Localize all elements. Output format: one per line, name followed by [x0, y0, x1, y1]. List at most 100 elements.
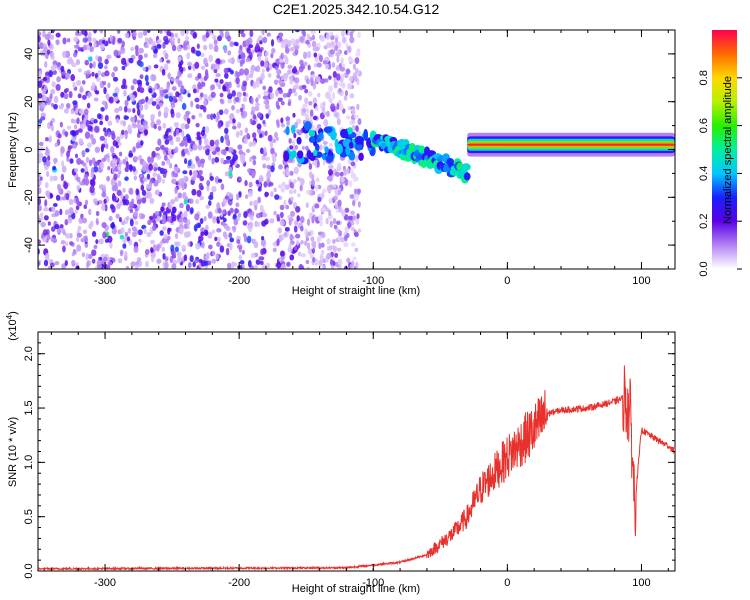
- heat-cell: [101, 191, 107, 198]
- heat-cell: [196, 131, 201, 137]
- x-tick-label: -100: [362, 275, 384, 287]
- heat-cell: [288, 137, 292, 144]
- heat-cell: [135, 142, 140, 149]
- heat-cell: [249, 200, 253, 206]
- heat-cell: [92, 157, 96, 164]
- heat-cell: [316, 124, 322, 129]
- heat-cell: [45, 146, 49, 153]
- heat-cell: [55, 83, 61, 91]
- heat-cell: [334, 37, 339, 44]
- heat-cell: [95, 210, 100, 217]
- heat-cell: [463, 172, 471, 181]
- heat-cell: [177, 63, 183, 69]
- heat-cell: [59, 224, 64, 229]
- heat-cell: [308, 129, 316, 138]
- heat-cell: [304, 240, 308, 246]
- heat-cell: [38, 93, 43, 99]
- heat-cell: [38, 187, 42, 195]
- heat-cell: [96, 160, 100, 166]
- heat-cell: [124, 99, 129, 107]
- heat-cell: [195, 242, 201, 250]
- heat-cell: [138, 61, 144, 68]
- heat-cell: [194, 259, 200, 264]
- heat-cell: [335, 220, 341, 225]
- heat-cell: [123, 105, 128, 113]
- heat-cell: [72, 52, 78, 58]
- heat-cell: [89, 178, 94, 186]
- heat-cell: [99, 43, 105, 51]
- heat-cell: [248, 221, 254, 229]
- heat-cell: [210, 84, 216, 91]
- heat-cell: [38, 157, 42, 164]
- heat-cell: [348, 151, 356, 161]
- heat-cell: [334, 252, 339, 258]
- heat-cell: [340, 128, 349, 139]
- heat-cell: [235, 76, 240, 85]
- heat-cell: [320, 206, 326, 213]
- heat-cell: [290, 210, 295, 218]
- heat-cell: [313, 63, 318, 68]
- heat-cell: [235, 130, 240, 138]
- heat-cell: [206, 114, 211, 120]
- x-tick-label: 0: [504, 275, 510, 287]
- heat-cell: [111, 71, 115, 78]
- heat-cell: [133, 210, 139, 217]
- heat-cell: [63, 93, 69, 100]
- heat-cell: [183, 223, 188, 230]
- heat-cell: [355, 67, 359, 74]
- heat-cell: [265, 171, 272, 180]
- heat-cell: [259, 256, 265, 261]
- heat-cell: [180, 140, 186, 145]
- heat-cell: [328, 75, 332, 80]
- heat-cell: [122, 199, 127, 206]
- heat-cell: [140, 98, 146, 105]
- heat-cell: [333, 112, 338, 118]
- y-tick-label: 0: [23, 146, 35, 152]
- heat-cell: [320, 242, 325, 248]
- colorbar-tick-label: 0.0: [698, 261, 710, 276]
- heat-cell: [248, 181, 253, 188]
- heat-cell: [81, 149, 86, 157]
- heat-cell: [197, 82, 202, 89]
- heat-cell: [318, 216, 322, 222]
- heat-cell: [42, 76, 48, 82]
- heat-cell: [104, 238, 109, 243]
- heat-cell: [145, 260, 149, 268]
- heat-cell: [192, 88, 197, 94]
- heat-cell: [68, 198, 74, 206]
- heat-cell: [249, 30, 254, 38]
- heat-cell: [118, 105, 123, 112]
- heat-cell: [242, 80, 248, 87]
- heat-cell: [196, 189, 202, 197]
- heat-cell: [151, 101, 157, 106]
- snr-y-axis: 0.0 0.5 1.0 1.5 2.0: [23, 331, 675, 579]
- heat-cell: [40, 103, 45, 108]
- heat-cell: [209, 139, 215, 147]
- heat-cell: [336, 162, 342, 171]
- heat-cell: [216, 59, 221, 65]
- heat-cell: [254, 105, 260, 112]
- heat-cell: [253, 200, 258, 208]
- heat-cell: [283, 150, 290, 162]
- heat-cell: [357, 118, 362, 126]
- heat-cell: [43, 85, 48, 92]
- heat-cell: [324, 146, 329, 154]
- heat-cell: [91, 249, 97, 257]
- heat-cell: [103, 86, 107, 95]
- heat-cell: [350, 93, 354, 99]
- heat-cell: [193, 224, 198, 232]
- heat-cell: [181, 244, 187, 250]
- heat-cell: [73, 36, 79, 43]
- heat-cell: [97, 264, 103, 269]
- heat-cell: [301, 145, 305, 150]
- heat-cell: [330, 34, 335, 41]
- heat-cell: [335, 73, 341, 81]
- heat-cell: [152, 224, 157, 231]
- heat-cell: [72, 100, 78, 106]
- heat-cell: [100, 107, 105, 112]
- heat-cell: [124, 32, 130, 39]
- heat-cell: [163, 154, 168, 161]
- heat-cell: [289, 79, 294, 85]
- heat-cell: [294, 220, 299, 226]
